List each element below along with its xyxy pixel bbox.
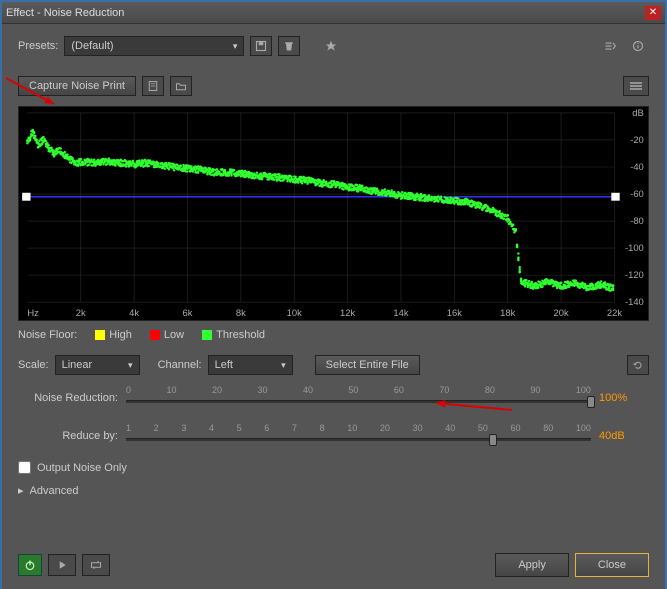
reduce-by-value: 40 bbox=[599, 430, 611, 442]
save-noiseprint-icon[interactable] bbox=[142, 76, 164, 96]
reduce-by-slider[interactable]: 1234567810203040506080100 bbox=[126, 423, 591, 449]
noise-reduction-slider[interactable]: 0102030405060708090100 bbox=[126, 385, 591, 411]
svg-text:Hz: Hz bbox=[27, 308, 39, 318]
delete-preset-icon[interactable] bbox=[278, 36, 300, 56]
channel-label: Channel: bbox=[158, 359, 202, 371]
legend-threshold: Threshold bbox=[216, 329, 265, 341]
noise-reduction-label: Noise Reduction: bbox=[18, 392, 118, 404]
legend-high: High bbox=[109, 329, 132, 341]
svg-text:8k: 8k bbox=[236, 308, 246, 318]
favorite-icon[interactable] bbox=[320, 36, 342, 56]
legend-low: Low bbox=[164, 329, 184, 341]
scale-select[interactable]: Linear bbox=[55, 355, 140, 375]
advanced-label: Advanced bbox=[30, 485, 79, 497]
channel-select[interactable]: Left bbox=[208, 355, 293, 375]
svg-text:20k: 20k bbox=[553, 308, 569, 318]
power-icon[interactable] bbox=[18, 554, 42, 576]
preview-play-icon[interactable] bbox=[48, 554, 76, 576]
info-icon[interactable] bbox=[627, 36, 649, 56]
scale-label: Scale: bbox=[18, 359, 49, 371]
reduce-by-label: Reduce by: bbox=[18, 430, 118, 442]
svg-text:-20: -20 bbox=[630, 135, 644, 145]
svg-text:-40: -40 bbox=[630, 162, 644, 172]
svg-text:6k: 6k bbox=[183, 308, 193, 318]
output-noise-checkbox[interactable] bbox=[18, 461, 31, 474]
svg-text:18k: 18k bbox=[500, 308, 516, 318]
chevron-right-icon: ▸ bbox=[18, 484, 24, 497]
svg-text:2k: 2k bbox=[76, 308, 86, 318]
close-button[interactable]: Close bbox=[575, 553, 649, 577]
output-noise-label[interactable]: Output Noise Only bbox=[37, 462, 127, 474]
high-swatch bbox=[95, 330, 105, 340]
loop-icon[interactable] bbox=[82, 554, 110, 576]
panel-menu-icon[interactable] bbox=[623, 76, 649, 96]
svg-text:22k: 22k bbox=[607, 308, 623, 318]
svg-text:-100: -100 bbox=[625, 243, 644, 253]
reset-icon[interactable] bbox=[627, 355, 649, 375]
svg-text:-140: -140 bbox=[625, 297, 644, 307]
capture-noise-button[interactable]: Capture Noise Print bbox=[18, 76, 136, 96]
load-noiseprint-icon[interactable] bbox=[170, 76, 192, 96]
low-swatch bbox=[150, 330, 160, 340]
svg-text:16k: 16k bbox=[447, 308, 463, 318]
svg-text:10k: 10k bbox=[287, 308, 303, 318]
presets-select[interactable]: (Default) bbox=[64, 36, 244, 56]
select-entire-file-button[interactable]: Select Entire File bbox=[315, 355, 420, 375]
apply-button[interactable]: Apply bbox=[495, 553, 569, 577]
close-icon[interactable]: ✕ bbox=[645, 6, 661, 20]
presets-label: Presets: bbox=[18, 40, 58, 52]
svg-text:-60: -60 bbox=[630, 189, 644, 199]
spectrum-graph: dB -20 -40 -60 -80 -100 -120 -140 Hz 2k 4k 6k 8k 10k 1… bbox=[18, 106, 649, 321]
route-icon[interactable] bbox=[599, 36, 621, 56]
noise-floor-label: Noise Floor: bbox=[18, 329, 77, 341]
presets-value: (Default) bbox=[71, 40, 113, 52]
advanced-toggle[interactable]: ▸ Advanced bbox=[18, 484, 649, 497]
threshold-swatch bbox=[202, 330, 212, 340]
svg-text:dB: dB bbox=[632, 108, 644, 118]
noise-reduction-value: 100 bbox=[599, 392, 617, 404]
svg-text:-120: -120 bbox=[625, 270, 644, 280]
svg-text:4k: 4k bbox=[129, 308, 139, 318]
svg-text:14k: 14k bbox=[393, 308, 409, 318]
svg-text:12k: 12k bbox=[340, 308, 356, 318]
svg-text:-80: -80 bbox=[630, 216, 644, 226]
window-title: Effect - Noise Reduction bbox=[6, 7, 645, 19]
save-preset-icon[interactable] bbox=[250, 36, 272, 56]
